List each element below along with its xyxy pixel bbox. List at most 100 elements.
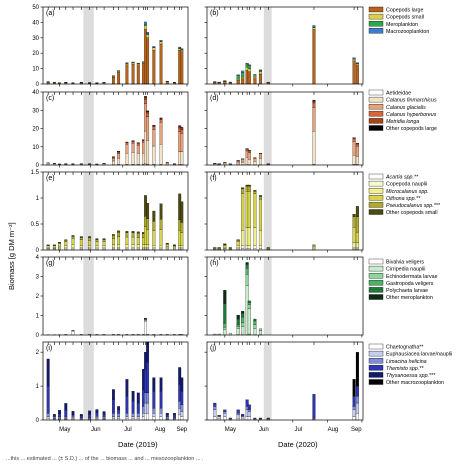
bar-segment	[153, 126, 156, 127]
bar-segment	[137, 143, 140, 145]
bar-segment	[144, 319, 147, 320]
bar-segment	[153, 46, 156, 47]
bar-segment	[180, 233, 183, 246]
bar-segment	[88, 236, 91, 237]
bar-segment	[153, 130, 156, 146]
bar-segment	[132, 143, 135, 152]
bar-segment	[353, 139, 356, 142]
bar-segment	[64, 240, 67, 242]
panel-label: (j)	[210, 345, 216, 352]
bar-segment	[112, 161, 115, 165]
bar-segment	[58, 410, 61, 413]
legend-swatch	[369, 111, 383, 116]
x-tick-label: Jun	[91, 427, 101, 433]
y-tick-label: 0	[36, 163, 40, 169]
bar-segment	[64, 248, 67, 249]
panel-label: (g)	[46, 260, 55, 267]
y-tick-label: 10	[32, 67, 39, 73]
bar-segment	[241, 194, 244, 230]
bar-segment	[223, 245, 226, 246]
bar-segment	[117, 410, 120, 413]
legend-swatch	[369, 7, 383, 12]
shaded-interval	[83, 257, 93, 335]
legend-swatch	[369, 181, 383, 186]
bar-segment	[117, 413, 120, 416]
bar-segment	[356, 243, 359, 248]
legend-entry: Calanus finmarchicus	[386, 98, 437, 104]
bar-segment	[223, 410, 226, 412]
bar-segment	[353, 379, 356, 396]
bar-segment	[180, 246, 183, 248]
bar-segment	[248, 246, 251, 249]
bar-segment	[241, 327, 244, 335]
bar-segment	[237, 315, 240, 319]
bar-segment	[47, 163, 50, 164]
bar-segment	[313, 245, 316, 247]
bar-segment	[146, 403, 149, 413]
legend-entry: Euphausiacea larvae/nauplii	[386, 352, 452, 358]
bar-segment	[246, 63, 249, 64]
bar-segment	[160, 219, 163, 229]
bar-segment	[58, 248, 61, 249]
y-tick-label: 50	[32, 5, 39, 11]
bar-segment	[356, 156, 359, 164]
bar-segment	[160, 144, 163, 164]
bar-segment	[241, 246, 244, 249]
bar-segment	[241, 414, 244, 416]
y-tick-label: 0	[36, 418, 40, 424]
bar-segment	[153, 221, 156, 230]
bar-segment	[117, 158, 120, 164]
panel-d: (d)	[205, 92, 364, 168]
shaded-interval	[264, 7, 272, 84]
bar-segment	[160, 391, 163, 408]
bar-segment	[96, 248, 99, 249]
x-tick-label: Jul	[124, 427, 132, 433]
bar-segment	[241, 311, 244, 313]
bar-segment	[153, 127, 156, 130]
bar-segment	[72, 416, 75, 418]
legend-swatch	[369, 351, 383, 356]
panel-b: (b)	[205, 7, 364, 87]
bar-segment	[166, 415, 169, 417]
bar-segment	[248, 159, 251, 164]
bar-segment	[72, 418, 75, 419]
bar-segment	[132, 237, 135, 245]
bar-segment	[166, 247, 169, 248]
bar-segment	[223, 413, 226, 416]
bar-segment	[146, 117, 149, 141]
legend-swatch	[369, 90, 383, 95]
bar-segment	[160, 118, 163, 119]
bar-segment	[353, 141, 356, 155]
bar-segment	[58, 244, 61, 247]
bar-segment	[47, 247, 50, 248]
bar-segment	[173, 247, 176, 248]
bar-segment	[180, 133, 183, 151]
bar-segment	[137, 238, 140, 245]
bar-segment	[160, 417, 163, 420]
x-tick-label: Aug	[155, 427, 166, 433]
bar-segment	[132, 63, 135, 64]
bar-segment	[103, 246, 106, 248]
legend-entry: Bivalvia veligers	[386, 260, 424, 266]
bar-segment	[144, 321, 147, 335]
bar-segment	[248, 417, 251, 420]
bar-segment	[237, 410, 240, 413]
bar-segment	[88, 414, 91, 417]
shaded-interval	[83, 342, 93, 420]
bar-segment	[254, 190, 257, 191]
bar-segment	[112, 157, 115, 158]
bar-segment	[248, 66, 251, 69]
bar-segment	[117, 248, 120, 249]
bar-segment	[96, 242, 99, 246]
bar-segment	[146, 413, 149, 420]
bar-segment	[96, 413, 99, 416]
bar-segment	[166, 243, 169, 244]
bar-segment	[137, 245, 140, 248]
legend-swatch	[369, 380, 383, 385]
bar-segment	[248, 228, 251, 246]
bar-segment	[146, 140, 149, 164]
bar-segment	[160, 378, 163, 392]
bar-segment	[248, 412, 251, 417]
bar-segment	[259, 158, 262, 164]
bar-segment	[96, 418, 99, 419]
